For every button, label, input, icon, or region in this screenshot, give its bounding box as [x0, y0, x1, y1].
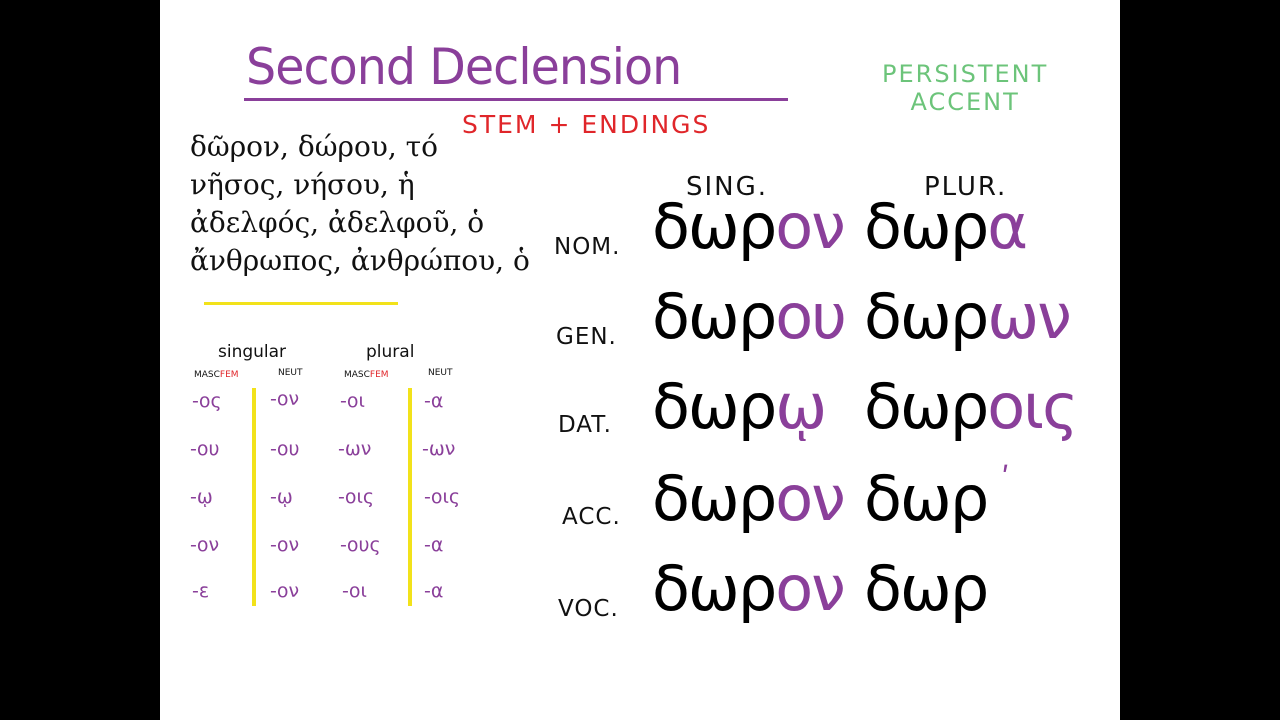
ending-cell: -ους: [340, 534, 381, 556]
example-4: ἄνθρωπος, ἀνθρώπου, ὁ: [190, 244, 530, 277]
sing-form: δωρῳ: [652, 370, 827, 443]
yellow-column-line-2: [408, 388, 412, 606]
plur-column-heading: PLUR.: [924, 172, 1008, 202]
yellow-divider: [204, 302, 398, 305]
plur-form: δωροις: [864, 370, 1079, 443]
ending-cell: -οις: [338, 486, 375, 508]
plur-form: δωρων: [864, 280, 1072, 353]
case-label: VOC.: [558, 596, 619, 622]
ending-cell: -ον: [270, 580, 300, 602]
plur-form: δωρ: [864, 552, 989, 625]
sing-form: δωρον: [652, 190, 846, 263]
subtitle: STEM + ENDINGS: [462, 110, 711, 139]
ending-cell: -ε: [192, 580, 210, 602]
example-words: δῶρον, δώρου, τό νῆσος, νήσου, ἡ ἀδελφός…: [190, 128, 530, 280]
masc-fem-label-sing: MASCFEM: [194, 370, 239, 380]
sing-form: δωρον: [652, 552, 846, 625]
ending-cell: -οι: [342, 580, 367, 602]
ending-cell: -α: [424, 390, 444, 412]
persistent-accent-note: PERSISTENT ACCENT: [882, 60, 1048, 116]
example-2: νῆσος, νήσου, ἡ: [190, 168, 415, 201]
sing-form: δωρου: [652, 280, 847, 353]
note-line-2: ACCENT: [910, 88, 1020, 116]
ending-cell: -ος: [192, 390, 222, 412]
plur-form: δωρα: [864, 190, 1028, 263]
case-label: ACC.: [562, 504, 621, 530]
example-3: ἀδελφός, ἀδελφοῦ, ὁ: [190, 206, 485, 239]
ending-cell: -ον: [190, 534, 220, 556]
page-title: Second Declension: [246, 38, 682, 96]
example-1: δῶρον, δώρου, τό: [190, 130, 439, 163]
plur-form: δωρ ʹ: [864, 462, 1010, 535]
note-line-1: PERSISTENT: [882, 60, 1049, 88]
ending-cell: -ῳ: [190, 486, 213, 508]
ending-cell: -οι: [340, 390, 365, 412]
ending-cell: -ῳ: [270, 486, 293, 508]
sing-column-heading: SING.: [686, 172, 769, 202]
case-label: NOM.: [554, 234, 621, 260]
ending-cell: -ων: [338, 438, 372, 460]
plural-heading: plural: [366, 342, 415, 362]
ending-cell: -α: [424, 534, 444, 556]
ending-cell: -ον: [270, 388, 300, 410]
case-label: DAT.: [558, 412, 612, 438]
neut-label-sing: NEUT: [278, 368, 303, 378]
title-underline: [244, 98, 788, 101]
neut-label-plur: NEUT: [428, 368, 453, 378]
ending-cell: -οις: [424, 486, 461, 508]
yellow-column-line-1: [252, 388, 256, 606]
sing-form: δωρον: [652, 462, 846, 535]
ending-cell: -α: [424, 580, 444, 602]
whiteboard: Second Declension STEM + ENDINGS PERSIST…: [160, 0, 1120, 720]
case-label: GEN.: [556, 324, 617, 350]
masc-fem-label-plur: MASCFEM: [344, 370, 389, 380]
singular-heading: singular: [218, 342, 287, 362]
ending-cell: -ου: [270, 438, 300, 460]
ending-cell: -ον: [270, 534, 300, 556]
ending-cell: -ου: [190, 438, 220, 460]
ending-cell: -ων: [422, 438, 456, 460]
